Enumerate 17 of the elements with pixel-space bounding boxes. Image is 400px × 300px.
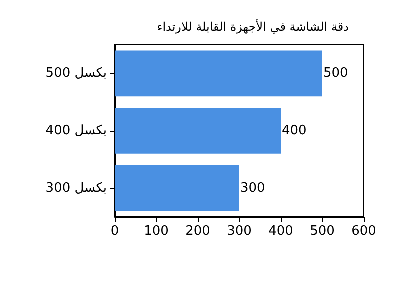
- x-tick-label: 600: [352, 224, 376, 239]
- x-tick-label: 200: [186, 224, 210, 239]
- x-tick-label: 0: [110, 224, 120, 239]
- y-tick-label: 300 بكسل: [46, 180, 107, 196]
- y-tick-label: 400 بكسل: [46, 124, 107, 138]
- chart-title: دقة الشاشة في الأجهزة القابلة للارتداء: [157, 19, 349, 34]
- bar: [115, 50, 322, 97]
- y-tick-label: 500 بكسل: [46, 66, 107, 82]
- x-tick-label: 500: [310, 224, 335, 239]
- x-tick-label: 100: [144, 224, 169, 239]
- x-tick-label: 300: [227, 224, 252, 239]
- x-tick-label: 400: [268, 224, 294, 239]
- bar: [115, 108, 281, 154]
- data-label: 400: [282, 124, 307, 138]
- bar: [115, 165, 240, 212]
- data-label: 300: [240, 180, 266, 196]
- data-label: 500: [324, 66, 348, 82]
